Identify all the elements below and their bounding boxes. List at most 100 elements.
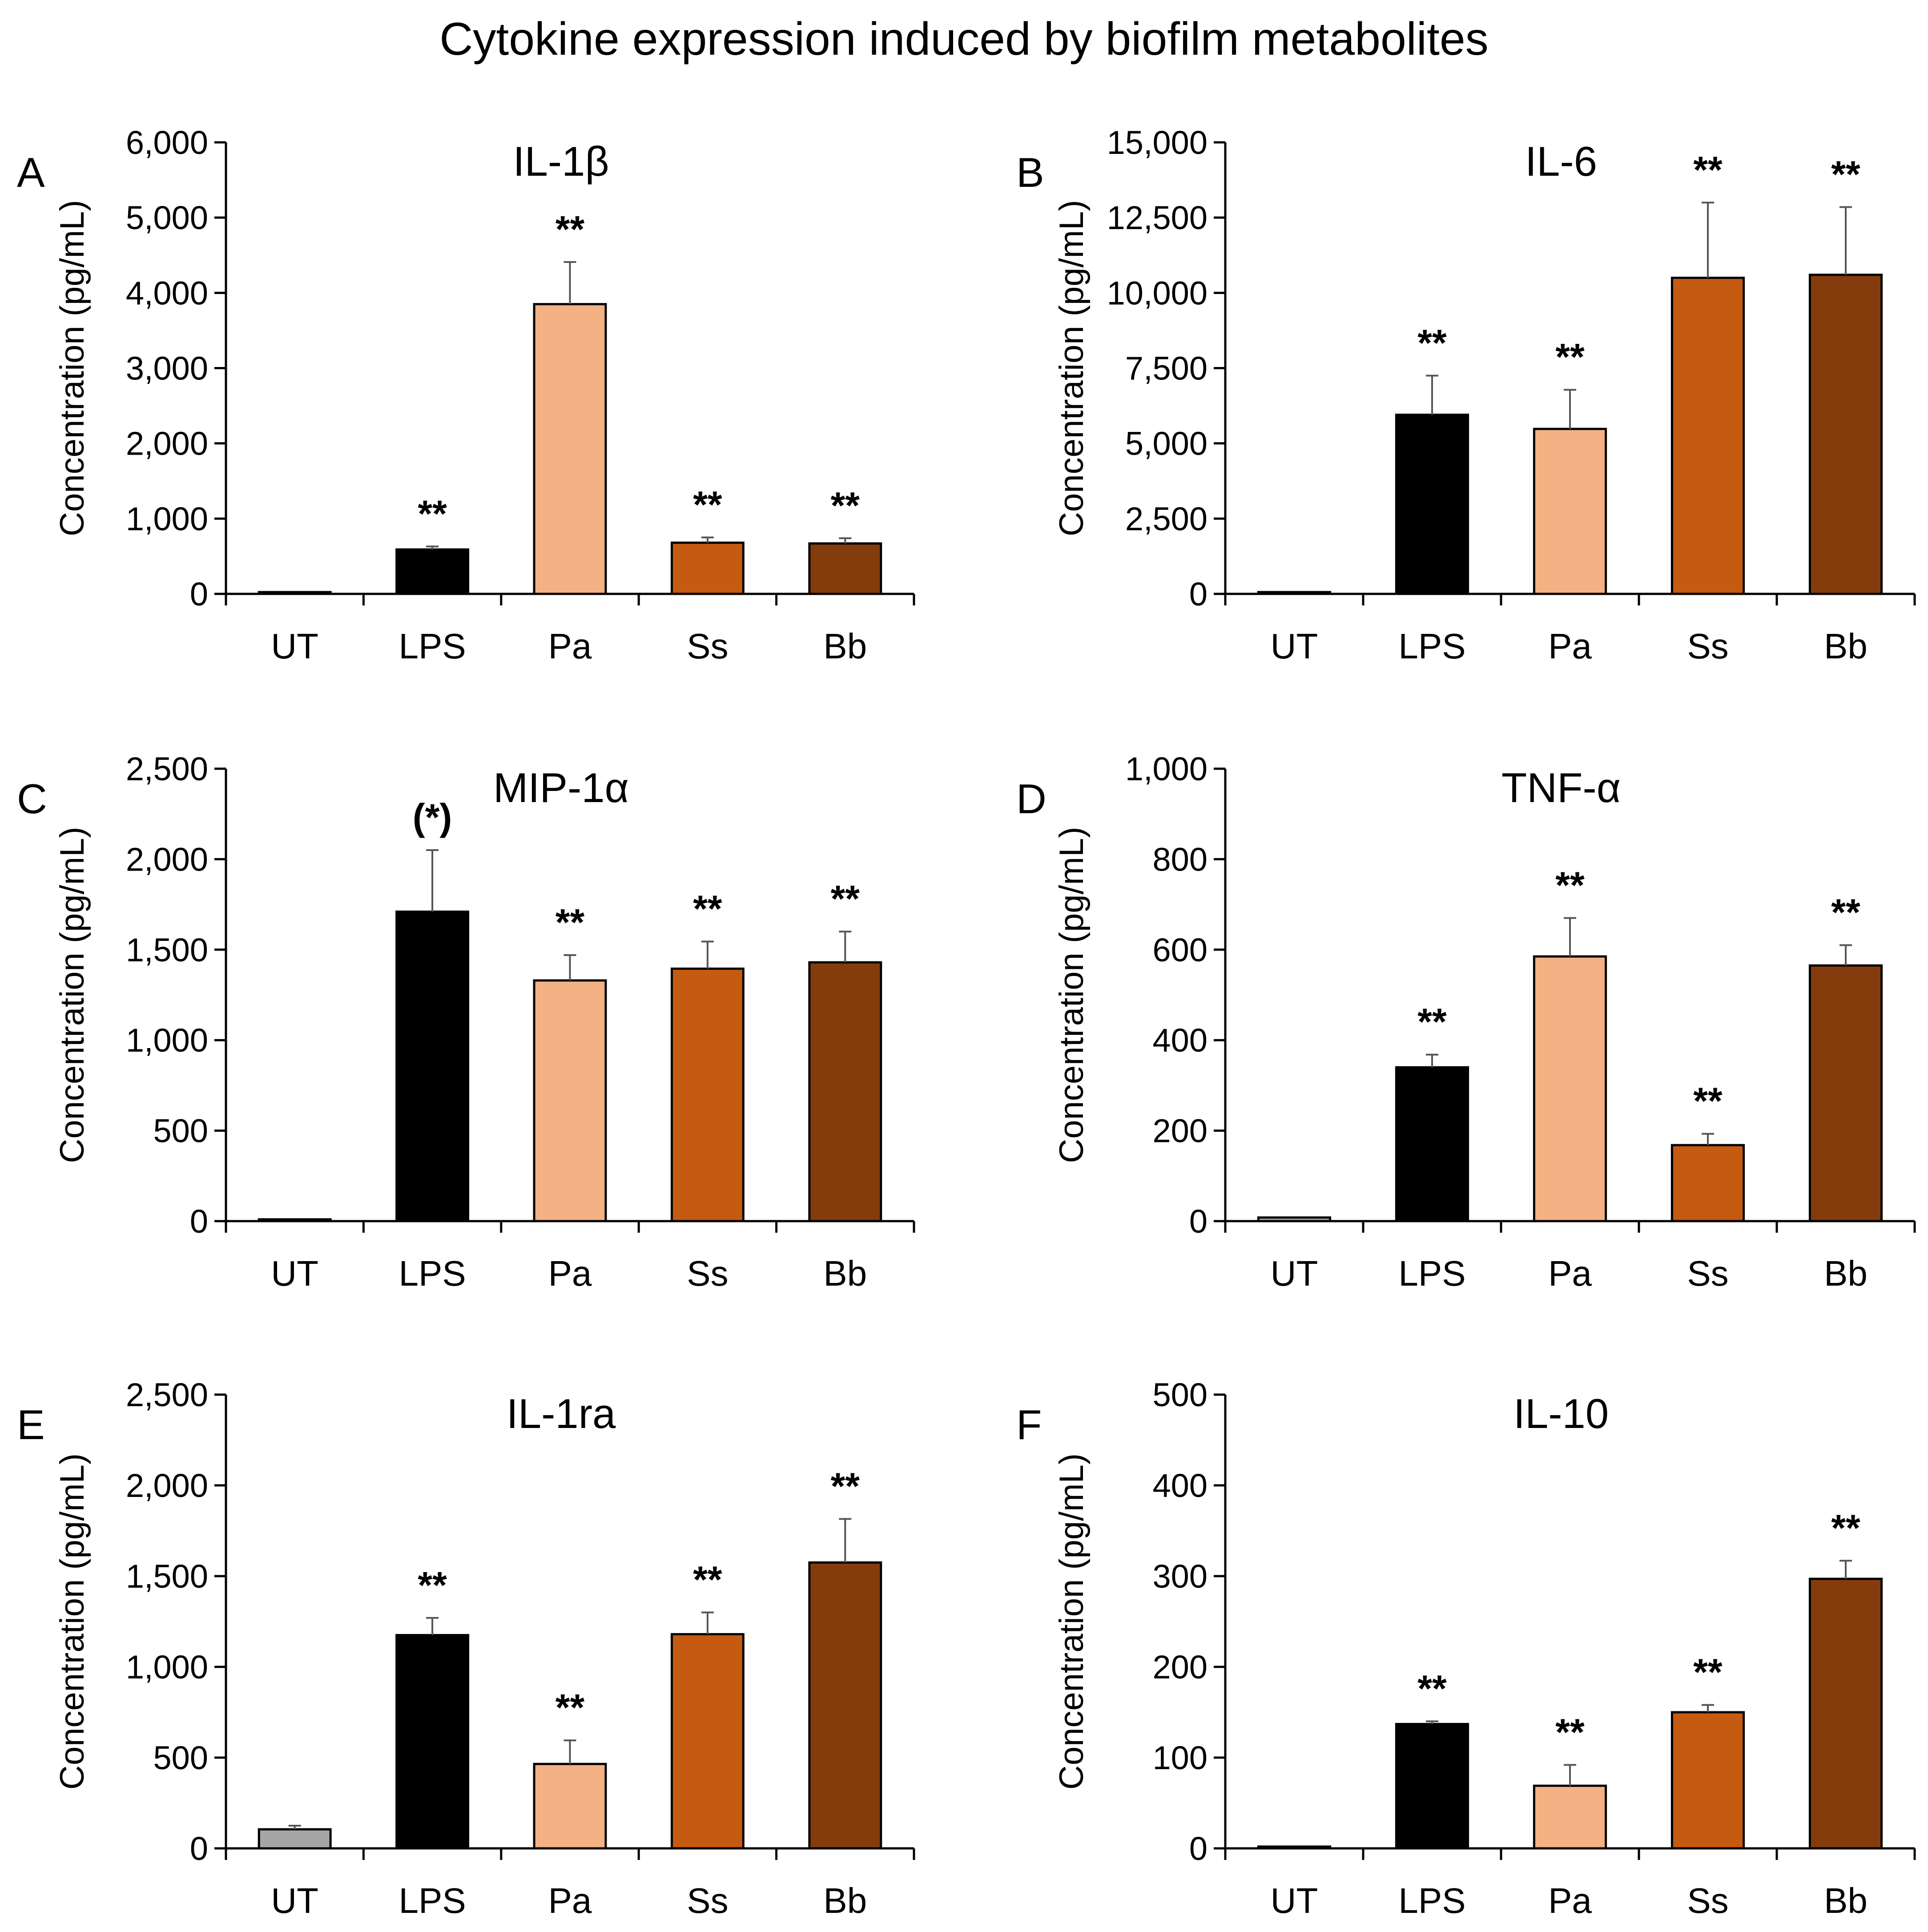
x-label-f-ut: UT [1271,1881,1318,1920]
bar-b-ss [1670,277,1745,595]
significance-c-lps: (*) [413,796,452,838]
bar-b-bb [1808,274,1883,595]
y-tick-label-f: 400 [1153,1467,1208,1504]
significance-c-bb: ** [831,878,860,920]
x-label-d-pa: Pa [1548,1254,1592,1293]
x-label-d-bb: Bb [1824,1254,1868,1293]
significance-f-bb: ** [1831,1507,1860,1549]
x-label-f-bb: Bb [1824,1881,1868,1920]
significance-b-ss: ** [1693,149,1723,190]
y-tick-label-f: 100 [1153,1739,1208,1776]
x-label-f-ss: Ss [1687,1881,1728,1920]
bar-f-ss [1670,1711,1745,1850]
significance-b-bb: ** [1831,153,1860,195]
x-label-b-lps: LPS [1398,626,1465,666]
panel-title-b: IL-6 [1525,138,1597,185]
y-tick-label-a: 0 [190,576,208,613]
significance-f-lps: ** [1417,1667,1447,1709]
y-tick-label-b: 12,500 [1107,199,1208,236]
significance-e-lps: ** [418,1564,447,1606]
significance-b-pa: ** [1555,336,1585,378]
x-label-a-ss: Ss [687,626,728,666]
significance-d-bb: ** [1831,891,1860,933]
significance-e-pa: ** [555,1686,585,1728]
significance-c-ss: ** [693,887,722,929]
bar-e-ss [670,1633,745,1850]
y-axis-label-a: Concentration (pg/mL) [53,200,91,536]
y-tick-label-a: 1,000 [126,500,208,537]
bar-f-bb [1808,1577,1883,1850]
y-tick-label-a: 2,000 [126,425,208,462]
panel-title-c: MIP-1α [493,764,629,811]
x-label-c-ut: UT [271,1254,318,1293]
y-axis-label-d: Concentration (pg/mL) [1053,827,1091,1163]
y-tick-label-d: 0 [1189,1203,1208,1240]
x-label-a-ut: UT [271,626,318,666]
x-label-b-ut: UT [1271,626,1318,666]
bar-b-ut [1257,591,1332,595]
bar-b-pa [1533,428,1607,595]
y-tick-label-b: 5,000 [1125,425,1208,462]
significance-e-ss: ** [693,1559,722,1601]
y-tick-label-f: 300 [1153,1558,1208,1595]
y-tick-label-d: 1,000 [1125,750,1208,787]
x-label-a-pa: Pa [548,626,592,666]
x-label-c-lps: LPS [398,1254,466,1293]
x-label-b-pa: Pa [1548,626,1592,666]
x-label-d-ss: Ss [1687,1254,1728,1293]
panel-letter-b: B [1016,149,1044,196]
bar-e-ut [258,1828,332,1850]
y-tick-label-e: 2,000 [126,1467,208,1504]
y-tick-label-e: 0 [190,1830,208,1867]
panel-letter-a: A [17,149,45,196]
y-tick-label-b: 10,000 [1107,274,1208,311]
bar-d-lps [1395,1066,1469,1222]
y-tick-label-b: 15,000 [1107,124,1208,161]
panel-title-e: IL-1ra [507,1390,616,1437]
y-tick-label-f: 200 [1153,1649,1208,1686]
x-label-f-lps: LPS [1398,1881,1465,1920]
x-label-a-lps: LPS [398,626,466,666]
y-tick-label-e: 1,500 [126,1558,208,1595]
significance-d-lps: ** [1417,1001,1447,1043]
y-tick-label-f: 0 [1189,1830,1208,1867]
bar-a-bb [808,542,882,595]
y-tick-label-d: 600 [1153,932,1208,968]
y-tick-label-b: 7,500 [1125,350,1208,387]
y-tick-label-d: 800 [1153,841,1208,878]
bar-f-ut [1257,1845,1332,1850]
bar-f-pa [1533,1784,1607,1850]
x-label-e-ut: UT [271,1881,318,1920]
significance-f-pa: ** [1555,1711,1585,1753]
x-label-e-lps: LPS [398,1881,466,1920]
y-tick-label-b: 2,500 [1125,500,1208,537]
significance-d-pa: ** [1555,864,1585,906]
y-tick-label-c: 1,000 [126,1022,208,1059]
bar-a-ut [258,591,332,595]
significance-e-bb: ** [831,1465,860,1507]
y-tick-label-d: 400 [1153,1022,1208,1059]
x-label-d-ut: UT [1271,1254,1318,1293]
y-tick-label-e: 1,000 [126,1649,208,1686]
x-label-b-bb: Bb [1824,626,1868,666]
y-tick-label-a: 5,000 [126,199,208,236]
significance-a-pa: ** [555,208,585,250]
y-tick-label-c: 2,000 [126,841,208,878]
bar-d-pa [1533,955,1607,1222]
panel-letter-f: F [1016,1401,1042,1448]
panel-title-d: TNF-α [1501,764,1621,811]
figure-title: Cytokine expression induced by biofilm m… [439,13,1489,65]
bar-e-pa [533,1763,607,1850]
bar-a-lps [395,548,470,595]
x-label-c-pa: Pa [548,1254,592,1293]
y-axis-label-b: Concentration (pg/mL) [1053,200,1091,536]
y-tick-label-e: 500 [153,1739,208,1776]
bar-e-lps [395,1634,470,1850]
bar-a-ss [670,541,745,595]
y-tick-label-c: 500 [153,1113,208,1150]
bar-e-bb [808,1561,882,1850]
y-tick-label-e: 2,500 [126,1376,208,1413]
bar-a-pa [533,303,607,595]
x-label-d-lps: LPS [1398,1254,1465,1293]
significance-a-bb: ** [831,484,860,526]
